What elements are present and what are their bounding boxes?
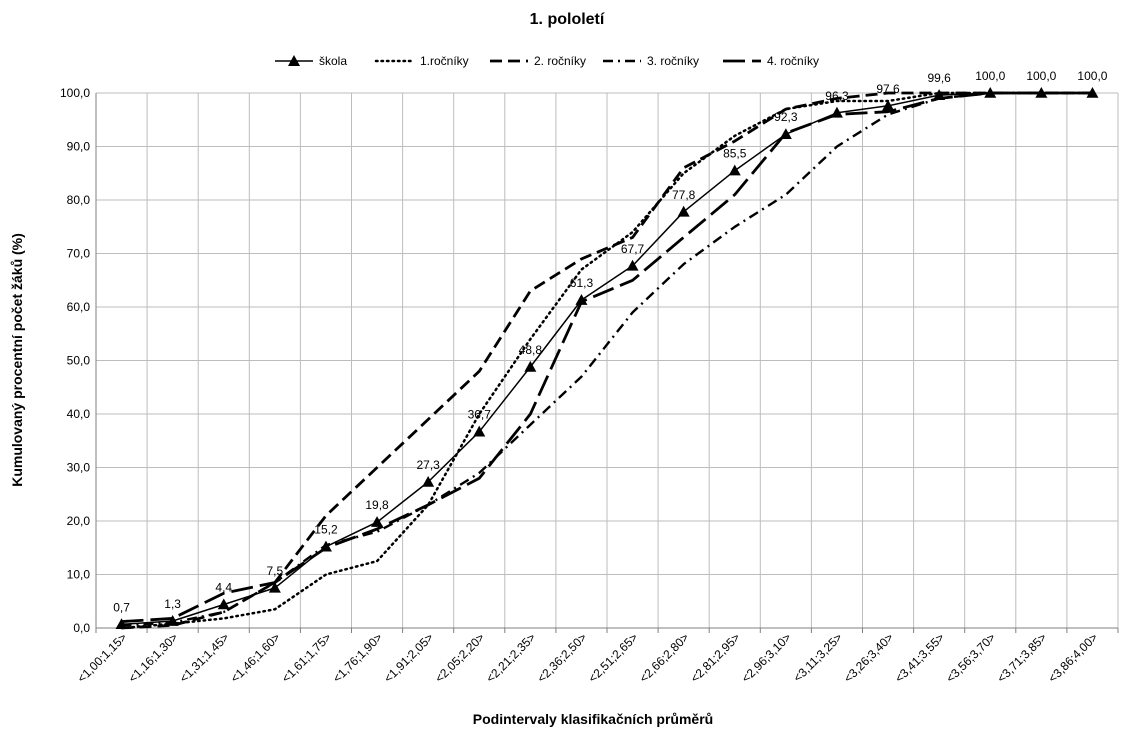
data-label: 4,4 xyxy=(215,580,232,594)
data-label: 36,7 xyxy=(468,408,492,422)
x-tick-label: <3,56;3,70> xyxy=(943,630,998,685)
y-tick-label: 100,0 xyxy=(60,86,90,100)
triangle-marker xyxy=(984,87,997,98)
y-tick-label: 70,0 xyxy=(67,247,91,261)
triangle-marker xyxy=(728,164,741,176)
triangle-marker xyxy=(779,128,792,139)
data-labels: 0,7 1,3 4,4 7,5 15,2 19,8 27,3 36,7 48,8 61,3 67,7… xyxy=(113,69,1108,614)
triangle-marker xyxy=(575,294,588,305)
triangle-marker xyxy=(166,615,179,626)
x-tick-label: <1,46;1,60> xyxy=(228,630,283,685)
x-tick-label: <2,21;2,35> xyxy=(483,630,538,685)
legend-label: 2. ročníky xyxy=(534,54,586,68)
x-tick-label: <1,76;1,90> xyxy=(330,630,385,685)
x-tick-label: <2,36;2,50> xyxy=(534,630,589,685)
data-label: 67,7 xyxy=(621,242,645,256)
triangle-marker xyxy=(933,89,946,100)
data-label: 1,3 xyxy=(164,597,181,611)
y-tick-label: 60,0 xyxy=(67,300,91,314)
triangle-marker xyxy=(473,425,486,437)
legend-label: škola xyxy=(319,54,347,68)
y-tick-labels: 0,0 10,0 20,0 30,0 40,0 50,0 60,0 70,0 80,0 90,0 1… xyxy=(60,86,90,635)
y-tick-label: 0,0 xyxy=(73,621,90,635)
series-line xyxy=(121,92,1093,626)
x-tick-label: <2,81;2,95> xyxy=(688,630,743,685)
data-label: 48,8 xyxy=(519,343,543,357)
triangle-marker xyxy=(268,581,281,593)
triangle-marker xyxy=(115,618,128,630)
data-label: 97,6 xyxy=(876,82,900,96)
data-label: 77,8 xyxy=(672,188,696,202)
x-tick-label: <3,71;3,85> xyxy=(994,630,1049,685)
x-tick-label: <1,00;1,15> xyxy=(74,630,129,685)
x-tick-label: <2,66;2,80> xyxy=(637,630,692,685)
triangle-marker xyxy=(677,205,690,217)
x-tick-label: <3,86;4,00> xyxy=(1045,630,1100,685)
triangle-marker xyxy=(422,475,435,487)
series-lines xyxy=(120,91,1094,630)
data-label: 99,6 xyxy=(927,71,951,85)
gridlines xyxy=(96,92,1119,628)
x-tick-label: <2,51;2,65> xyxy=(585,630,640,685)
y-axis-title: Kumulovaný procentní počet žáků (%) xyxy=(9,233,25,487)
x-tick-label: <3,26;3,40> xyxy=(841,630,896,685)
triangle-marker xyxy=(1035,87,1048,98)
data-label: 19,8 xyxy=(365,498,389,512)
legend-marker xyxy=(288,55,300,66)
triangle-marker xyxy=(524,360,537,372)
data-label: 15,2 xyxy=(314,523,338,537)
legend: škola 1.ročníky 2. ročníky 3. ročníky 4. roč… xyxy=(275,54,819,68)
data-label: 100,0 xyxy=(1077,69,1107,83)
series-line xyxy=(121,91,1093,623)
y-tick-label: 40,0 xyxy=(67,407,91,421)
y-tick-label: 20,0 xyxy=(67,514,91,528)
triangle-marker xyxy=(217,598,230,610)
triangle-marker xyxy=(626,259,639,271)
triangle-marker xyxy=(1086,87,1099,98)
data-label: 85,5 xyxy=(723,147,747,161)
axes xyxy=(95,93,1119,633)
triangle-marker xyxy=(830,106,843,118)
data-label: 96,3 xyxy=(825,89,849,103)
x-tick-label: <1,61;1,75> xyxy=(279,630,334,685)
triangle-marker xyxy=(319,540,332,552)
x-axis-title: Podintervaly klasifikačních průměrů xyxy=(473,711,713,727)
data-label: 7,5 xyxy=(267,564,284,578)
legend-label: 1.ročníky xyxy=(420,54,469,68)
triangle-marker xyxy=(371,516,384,527)
x-tick-label: <3,11;3,25> xyxy=(791,630,846,685)
x-tick-label: <2,96;3,10> xyxy=(739,630,794,685)
data-label: 27,3 xyxy=(416,458,440,472)
legend-label: 4. ročníky xyxy=(767,54,819,68)
y-tick-label: 50,0 xyxy=(67,354,91,368)
data-label: 92,3 xyxy=(774,110,798,124)
triangle-marker xyxy=(882,99,895,111)
legend-label: 3. ročníky xyxy=(647,54,699,68)
data-label: 61,3 xyxy=(570,276,594,290)
x-tick-label: <1,91;2,05> xyxy=(381,630,436,685)
y-tick-label: 10,0 xyxy=(67,568,91,582)
x-tick-label: <1,16;1,30> xyxy=(126,630,181,685)
data-label: 0,7 xyxy=(113,600,130,614)
x-tick-labels: <1,00;1,15><1,16;1,30><1,31;1,45><1,46;1… xyxy=(74,630,1100,685)
x-tick-label: <3,41;3,55> xyxy=(892,630,947,685)
x-tick-label: <1,31;1,45> xyxy=(177,630,232,685)
series-line xyxy=(121,91,1093,630)
y-tick-label: 90,0 xyxy=(67,140,91,154)
x-tick-label: <2,05;2,20> xyxy=(432,630,487,685)
data-label: 100,0 xyxy=(975,69,1005,83)
chart-title: 1. pololetí xyxy=(530,11,605,28)
y-tick-label: 80,0 xyxy=(67,193,91,207)
series-markers xyxy=(115,87,1099,630)
series-line xyxy=(121,91,1093,627)
y-tick-label: 30,0 xyxy=(67,461,91,475)
data-label: 100,0 xyxy=(1026,69,1056,83)
